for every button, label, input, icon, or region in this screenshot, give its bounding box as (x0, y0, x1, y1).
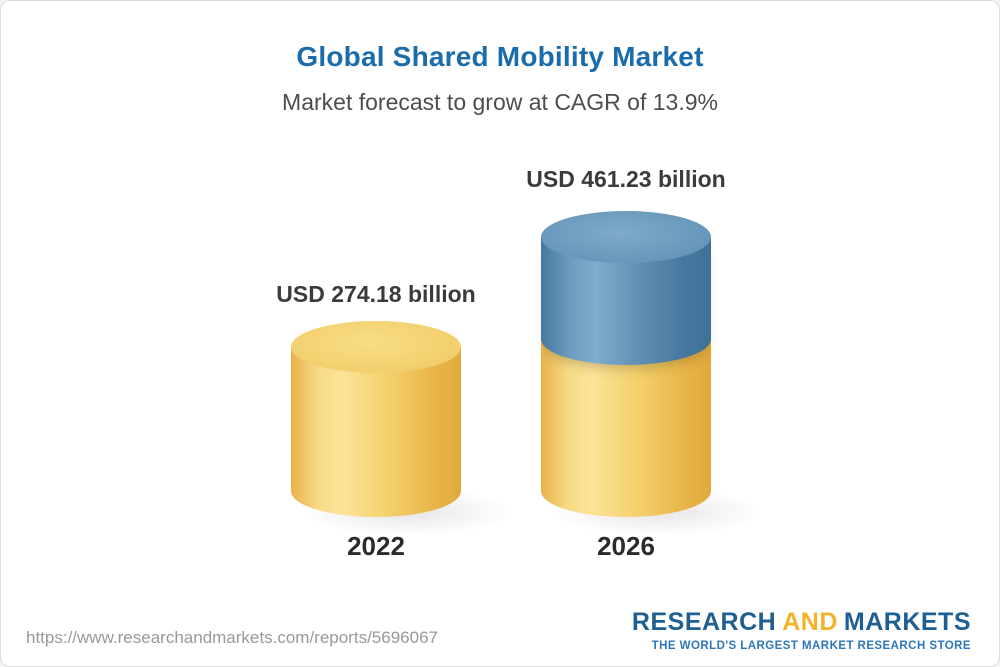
logo-word-markets: MARKETS (843, 608, 971, 636)
bar-value-label-2026: USD 461.23 billion (526, 166, 726, 192)
report-url: https://www.researchandmarkets.com/repor… (26, 628, 438, 647)
bar-2022 (291, 321, 461, 517)
chart-subtitle: Market forecast to grow at CAGR of 13.9% (282, 89, 718, 115)
bar-2026-lower-segment (541, 339, 711, 517)
logo-wordmark: RESEARCH AND MARKETS (632, 608, 971, 637)
x-axis-label-2026: 2026 (597, 531, 655, 561)
logo-word-and: AND (782, 608, 838, 636)
bar-2022-top-ellipse (291, 321, 461, 373)
x-axis-label-2022: 2022 (347, 531, 405, 561)
research-and-markets-logo: RESEARCH AND MARKETS THE WORLD'S LARGEST M… (632, 608, 971, 652)
bar-2022-body (291, 347, 461, 517)
bar-value-label-2022: USD 274.18 billion (276, 281, 476, 307)
bar-2026-top-ellipse (541, 211, 711, 263)
chart-title: Global Shared Mobility Market (296, 41, 704, 72)
logo-tagline: THE WORLD'S LARGEST MARKET RESEARCH STOR… (651, 640, 971, 652)
bar-2026 (541, 211, 711, 517)
logo-word-research: RESEARCH (631, 608, 777, 636)
